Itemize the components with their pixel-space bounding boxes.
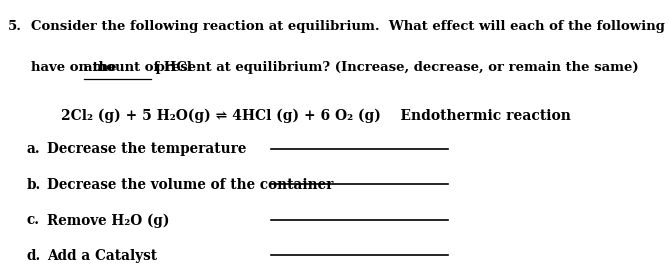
Text: a.: a. <box>27 142 41 156</box>
Text: 5.: 5. <box>8 20 22 34</box>
Text: have on the: have on the <box>31 61 122 74</box>
Text: d.: d. <box>27 248 42 263</box>
Text: amount of HCl: amount of HCl <box>84 61 192 74</box>
Text: Consider the following reaction at equilibrium.  What effect will each of the fo: Consider the following reaction at equil… <box>31 20 670 34</box>
Text: Decrease the volume of the container: Decrease the volume of the container <box>48 178 334 192</box>
Text: present at equilibrium? (Increase, decrease, or remain the same): present at equilibrium? (Increase, decre… <box>151 61 639 74</box>
Text: Decrease the temperature: Decrease the temperature <box>48 142 247 156</box>
Text: b.: b. <box>27 178 42 192</box>
Text: 2Cl₂ (g) + 5 H₂O(g) ⇌ 4HCl (g) + 6 O₂ (g)    Endothermic reaction: 2Cl₂ (g) + 5 H₂O(g) ⇌ 4HCl (g) + 6 O₂ (g… <box>61 108 571 123</box>
Text: Remove H₂O (g): Remove H₂O (g) <box>48 213 170 228</box>
Text: Add a Catalyst: Add a Catalyst <box>48 248 157 263</box>
Text: c.: c. <box>27 213 40 227</box>
